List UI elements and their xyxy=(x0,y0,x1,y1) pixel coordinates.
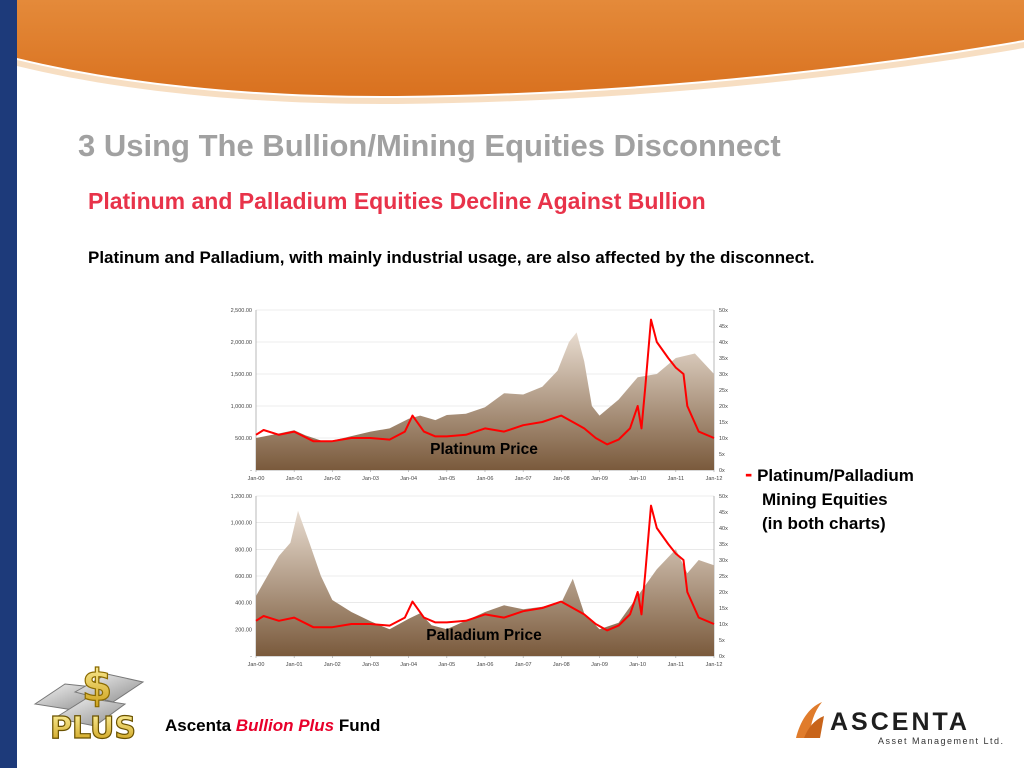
silver-bars-icon xyxy=(33,673,145,727)
fund-name: Ascenta Bullion Plus Fund xyxy=(165,716,380,736)
palladium-x-tick-label: Jan-04 xyxy=(400,662,417,668)
platinum-x-tick-label: Jan-03 xyxy=(362,476,379,482)
legend-line-3: (in both charts) xyxy=(762,514,886,533)
platinum-x-tick-label: Jan-11 xyxy=(668,476,684,482)
legend-label: Platinum/Palladium xyxy=(757,466,914,485)
platinum-y-right-tick-label: 25x xyxy=(719,388,728,394)
dollar-sign-icon: $ xyxy=(82,660,113,711)
platinum-annotation: Platinum Price xyxy=(430,441,538,458)
ascenta-wordmark: ASCENTA xyxy=(830,708,970,736)
platinum-x-tick-label: Jan-02 xyxy=(324,476,341,482)
platinum-y-left-tick-label: 1,000.00 xyxy=(231,404,252,410)
palladium-y-right-tick-label: 0x xyxy=(719,654,725,660)
platinum-chart-svg: - 500.00 1,000.00 1,500.00 2,000.00 2,500.00 0… xyxy=(231,308,729,482)
platinum-chart: - 500.00 1,000.00 1,500.00 2,000.00 2,500.00 0… xyxy=(214,300,734,486)
palladium-x-tick-label: Jan-00 xyxy=(248,662,265,668)
palladium-x-tick-label: Jan-03 xyxy=(362,662,379,668)
platinum-x-tick-label: Jan-10 xyxy=(629,476,646,482)
palladium-y-left-tick-label: 400.00 xyxy=(235,601,252,607)
palladium-x-tick-label: Jan-11 xyxy=(668,662,684,668)
slide-title: 3 Using The Bullion/Mining Equities Disc… xyxy=(78,128,781,163)
palladium-y-right-tick-label: 45x xyxy=(719,510,728,516)
palladium-x-tick-label: Jan-06 xyxy=(477,662,494,668)
platinum-price-area xyxy=(256,332,714,470)
left-accent-bar xyxy=(0,0,17,768)
legend-line-1: - Platinum/Palladium xyxy=(745,462,914,488)
platinum-y-left-tick-label: 500.00 xyxy=(235,436,252,442)
palladium-y-left-tick-label: 200.00 xyxy=(235,627,252,633)
platinum-y-left-tick-label: 2,000.00 xyxy=(231,340,252,346)
platinum-x-tick-label: Jan-01 xyxy=(286,476,303,482)
palladium-y-right-tick-label: 30x xyxy=(719,558,728,564)
platinum-x-tick-label: Jan-05 xyxy=(438,476,455,482)
palladium-chart: - 200.00 400.00 600.00 800.00 1,000.00 1,200.0… xyxy=(214,486,734,672)
platinum-x-tick-label: Jan-12 xyxy=(706,476,723,482)
platinum-y-right-tick-label: 45x xyxy=(719,324,728,330)
platinum-x-tick-label: Jan-00 xyxy=(248,476,265,482)
platinum-x-tick-label: Jan-06 xyxy=(477,476,494,482)
legend-line-2: Mining Equities xyxy=(762,490,888,509)
platinum-y-right-tick-label: 10x xyxy=(719,436,728,442)
platinum-y-right-tick-label: 35x xyxy=(719,356,728,362)
platinum-y-left-tick-label: 2,500.00 xyxy=(231,308,252,314)
platinum-equities-line xyxy=(255,318,715,446)
platinum-x-tick-label: Jan-08 xyxy=(553,476,570,482)
platinum-y-left-tick-label: 1,500.00 xyxy=(231,372,252,378)
palladium-x-tick-label: Jan-07 xyxy=(515,662,532,668)
top-banner xyxy=(17,0,1024,105)
palladium-x-tick-label: Jan-08 xyxy=(553,662,570,668)
palladium-x-tick-label: Jan-09 xyxy=(591,662,608,668)
palladium-y-right-tick-label: 25x xyxy=(719,574,728,580)
fund-name-emphasis: Bullion Plus xyxy=(235,716,335,735)
palladium-y-left-tick-label: 1,200.00 xyxy=(231,494,252,500)
bullion-plus-logo: $ PLUS xyxy=(33,659,145,747)
platinum-y-left-tick-label: - xyxy=(250,468,252,474)
palladium-y-right-tick-label: 15x xyxy=(719,606,728,612)
platinum-y-right-tick-label: 0x xyxy=(719,468,725,474)
plus-wordmark: PLUS xyxy=(50,711,136,746)
platinum-y-right-tick-label: 15x xyxy=(719,420,728,426)
chart-legend: - Platinum/Palladium Mining Equities (in… xyxy=(745,462,914,536)
palladium-y-left-tick-label: 800.00 xyxy=(235,547,252,553)
ascenta-swoosh-icon xyxy=(796,702,824,738)
platinum-y-right-tick-label: 20x xyxy=(719,404,728,410)
platinum-x-tick-label: Jan-09 xyxy=(591,476,608,482)
palladium-y-right-tick-label: 35x xyxy=(719,542,728,548)
platinum-x-tick-label: Jan-04 xyxy=(400,476,417,482)
palladium-x-tick-label: Jan-01 xyxy=(286,662,303,668)
palladium-y-right-tick-label: 20x xyxy=(719,590,728,596)
ascenta-tagline: Asset Management Ltd. xyxy=(878,736,1004,746)
palladium-x-tick-label: Jan-05 xyxy=(438,662,455,668)
palladium-x-tick-label: Jan-10 xyxy=(629,662,646,668)
palladium-y-left-tick-label: 1,000.00 xyxy=(231,521,252,527)
palladium-price-area xyxy=(256,510,714,656)
palladium-chart-svg: - 200.00 400.00 600.00 800.00 1,000.00 1,200.0… xyxy=(231,494,729,668)
platinum-y-right-tick-label: 40x xyxy=(719,340,728,346)
platinum-y-right-tick-label: 50x xyxy=(719,308,728,314)
intro-text: Platinum and Palladium, with mainly indu… xyxy=(88,248,815,267)
palladium-annotation: Palladium Price xyxy=(426,627,542,644)
palladium-equities-line xyxy=(255,504,715,632)
palladium-y-right-tick-label: 10x xyxy=(719,622,728,628)
palladium-y-left-tick-label: - xyxy=(250,654,252,660)
palladium-x-tick-label: Jan-12 xyxy=(706,662,723,668)
fund-name-prefix: Ascenta xyxy=(165,716,236,735)
palladium-y-right-tick-label: 50x xyxy=(719,494,728,500)
palladium-y-right-tick-label: 40x xyxy=(719,526,728,532)
palladium-x-tick-label: Jan-02 xyxy=(324,662,341,668)
platinum-x-tick-label: Jan-07 xyxy=(515,476,532,482)
fund-name-suffix: Fund xyxy=(334,716,381,735)
palladium-y-right-tick-label: 5x xyxy=(719,638,725,644)
legend-red-line-marker: - xyxy=(745,461,753,486)
platinum-y-right-tick-label: 5x xyxy=(719,452,725,458)
ascenta-logo: ASCENTA Asset Management Ltd. xyxy=(796,702,1004,746)
palladium-y-left-tick-label: 600.00 xyxy=(235,574,252,580)
slide-subtitle: Platinum and Palladium Equities Decline … xyxy=(88,188,706,214)
platinum-y-right-tick-label: 30x xyxy=(719,372,728,378)
